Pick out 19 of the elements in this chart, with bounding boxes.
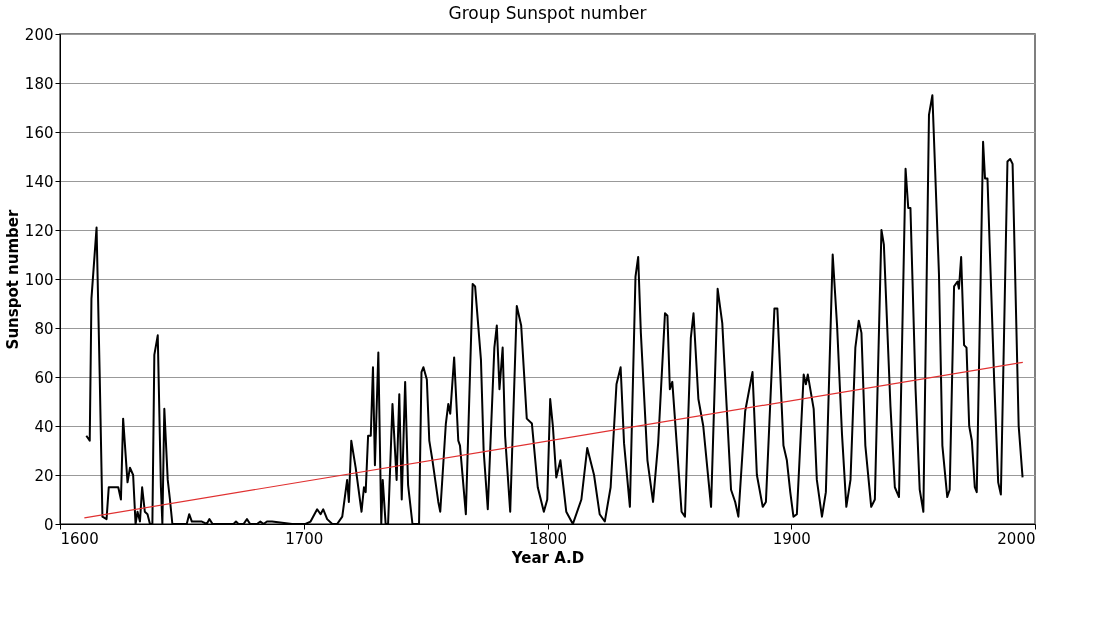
y-tick-label: 80 [34,319,54,338]
x-tick-label: 1700 [285,529,324,548]
y-tick-label: 0 [43,515,54,534]
y-tick-label: 200 [24,25,54,44]
y-tick-label: 100 [24,270,54,289]
y-tick-label: 120 [24,221,54,240]
y-tick-label: 60 [34,368,54,387]
y-axis-title: Sunspot number [3,208,22,350]
x-tick-label: 1800 [528,529,568,548]
y-tick-label: 180 [24,74,54,93]
y-tick-label: 40 [34,417,54,436]
chart-title: Group Sunspot number [448,3,647,23]
y-tick-label: 160 [24,123,54,142]
x-tick-label: 1600 [60,529,99,548]
x-tick-label: 1900 [772,529,811,548]
y-tick-label: 20 [34,466,54,485]
x-tick-label: 2000 [997,529,1036,548]
y-tick-label: 140 [24,172,54,191]
x-axis-title: Year A.D [510,548,585,567]
